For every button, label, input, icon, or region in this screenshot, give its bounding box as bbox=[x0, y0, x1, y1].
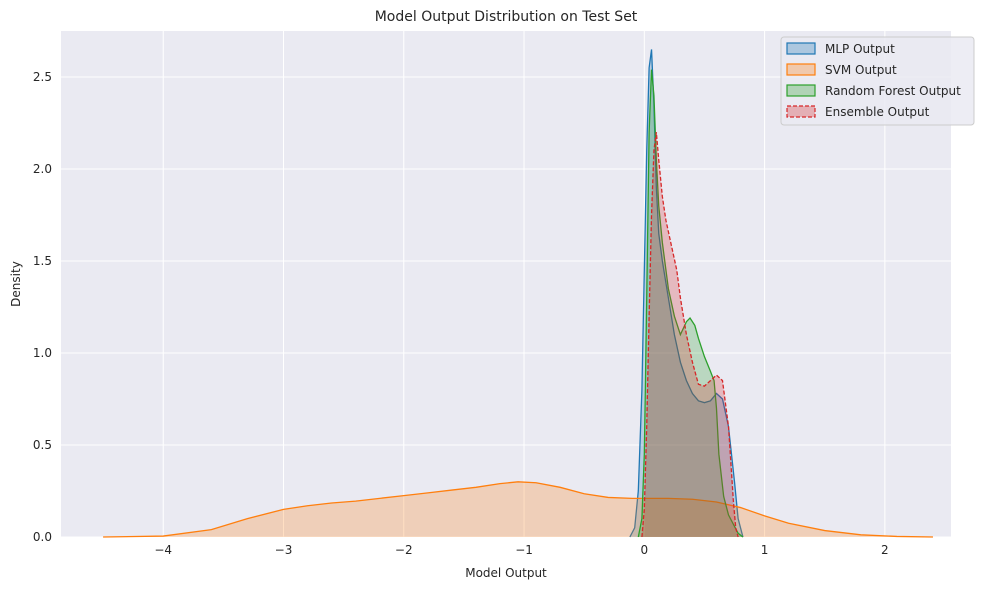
x-tick-labels: −4 −3 −2 −1 0 1 2 bbox=[154, 543, 888, 557]
legend-label-ensemble-output: Ensemble Output bbox=[825, 105, 930, 119]
y-tick-label: 0.0 bbox=[33, 530, 52, 544]
legend: MLP Output SVM Output Random Forest Output… bbox=[780, 36, 975, 126]
x-tick-label: −2 bbox=[395, 543, 413, 557]
x-tick-label: −3 bbox=[275, 543, 293, 557]
chart-title: Model Output Distribution on Test Set bbox=[375, 9, 638, 25]
series-layer bbox=[103, 49, 933, 538]
y-tick-label: 2.5 bbox=[33, 70, 52, 84]
legend-label-mlp-output: MLP Output bbox=[825, 42, 895, 56]
x-tick-label: 1 bbox=[761, 543, 769, 557]
ensemble-output-fill bbox=[641, 132, 739, 537]
y-tick-labels: 0.0 0.5 1.0 1.5 2.0 2.5 bbox=[33, 70, 52, 544]
legend-swatch-ensemble-output bbox=[786, 105, 816, 118]
x-tick-label: 0 bbox=[640, 543, 648, 557]
mlp-output-fill bbox=[629, 49, 743, 538]
legend-swatch-random-forest-output bbox=[786, 84, 816, 97]
y-axis-label: Density bbox=[9, 261, 23, 307]
y-tick-label: 2.0 bbox=[33, 162, 52, 176]
grid-lines bbox=[61, 31, 951, 538]
ensemble-output-line bbox=[641, 132, 739, 538]
legend-label-random-forest-output: Random Forest Output bbox=[825, 84, 961, 98]
legend-label-svm-output: SVM Output bbox=[825, 63, 897, 77]
random-forest-output-line bbox=[637, 69, 744, 538]
x-axis-label: Model Output bbox=[465, 566, 547, 580]
x-tick-label: 2 bbox=[881, 543, 889, 557]
legend-swatch-mlp-output bbox=[786, 42, 816, 55]
y-tick-label: 1.5 bbox=[33, 254, 52, 268]
mlp-output-line bbox=[629, 49, 744, 538]
y-tick-label: 0.5 bbox=[33, 438, 52, 452]
legend-swatch-svm-output bbox=[786, 63, 816, 76]
x-tick-label: −1 bbox=[515, 543, 533, 557]
legend-box bbox=[780, 36, 975, 126]
x-tick-label: −4 bbox=[154, 543, 172, 557]
svm-output-fill bbox=[103, 481, 933, 537]
y-tick-label: 1.0 bbox=[33, 346, 52, 360]
svm-output-line bbox=[103, 481, 933, 538]
